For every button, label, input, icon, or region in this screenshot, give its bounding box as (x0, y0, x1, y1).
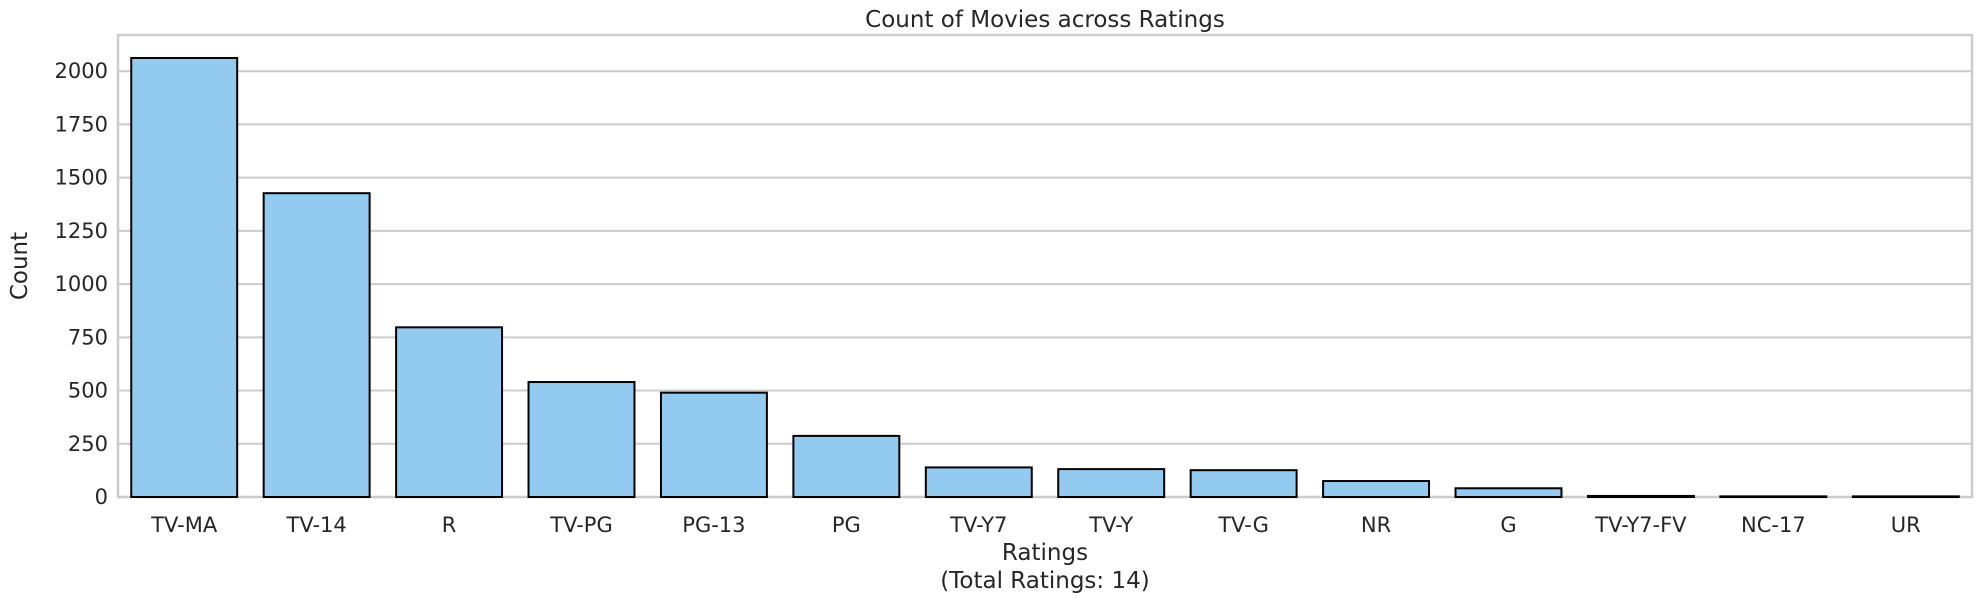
bar-tv-y (1057, 468, 1166, 499)
x-tick-label: TV-MA (150, 513, 218, 537)
x-tick-label: R (442, 513, 457, 537)
x-tick-label: G (1500, 513, 1516, 537)
bar-nc-17 (1719, 495, 1828, 499)
x-tick-label: UR (1891, 513, 1921, 537)
y-axis-label: Count (7, 232, 33, 300)
x-tick-label: TV-PG (549, 513, 612, 537)
bar-tv-y7-fv (1586, 494, 1695, 499)
x-tick-label: TV-Y (1088, 513, 1133, 537)
bar-nr (1322, 480, 1431, 498)
y-tick-label: 500 (68, 379, 108, 403)
y-tick-label: 1500 (55, 166, 108, 190)
bar-tv-g (1189, 469, 1298, 498)
y-tick-label: 250 (68, 432, 108, 456)
bar-pg (792, 434, 901, 498)
bar-tv-14 (262, 192, 371, 498)
bar-ur (1851, 495, 1960, 499)
y-tick-label: 1750 (55, 112, 108, 136)
y-tick-label: 1000 (55, 272, 108, 296)
y-tick-label: 750 (68, 325, 108, 349)
y-tick-labels: 0 250 500 750 1000 1250 1500 1750 2000 (55, 59, 108, 509)
x-tick-label: TV-G (1217, 513, 1269, 537)
y-tick-label: 0 (95, 485, 108, 509)
x-tick-label: TV-Y7-FV (1594, 513, 1687, 537)
x-axis-sublabel: (Total Ratings: 14) (940, 568, 1149, 594)
bar-tv-pg (527, 381, 636, 498)
bar-r (395, 326, 504, 498)
bar-tv-y7 (924, 466, 1033, 499)
bar-pg-13 (659, 391, 768, 499)
bar-g (1454, 487, 1563, 498)
x-tick-label: TV-Y7 (949, 513, 1007, 537)
bar-tv-ma (130, 56, 239, 498)
y-tick-label: 1250 (55, 219, 108, 243)
y-tick-label: 2000 (55, 59, 108, 83)
bars (130, 56, 1960, 499)
x-tick-label: PG (832, 513, 861, 537)
x-tick-label: NR (1361, 513, 1391, 537)
x-tick-label: PG-13 (682, 513, 745, 537)
x-tick-label: NC-17 (1741, 513, 1806, 537)
x-axis-label: Ratings (1002, 540, 1088, 566)
x-tick-labels: TV-MA TV-14 R TV-PG PG-13 PG TV-Y7 TV-Y TV-G NR G T… (150, 513, 1921, 537)
x-tick-label: TV-14 (286, 513, 347, 537)
chart-title: Count of Movies across Ratings (865, 7, 1225, 33)
